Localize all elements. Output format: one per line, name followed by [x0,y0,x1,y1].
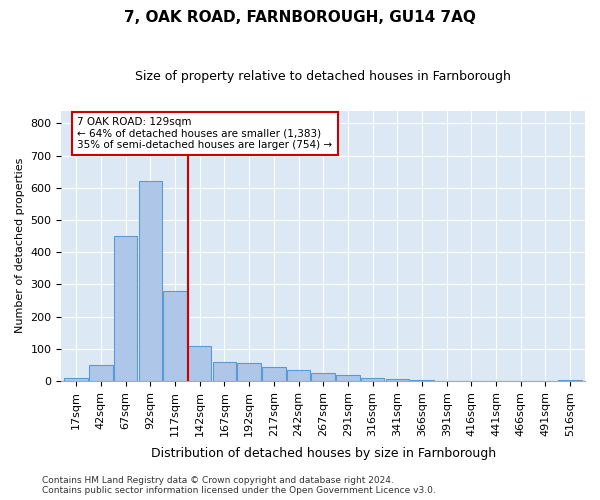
Bar [114,236,137,381]
Title: Size of property relative to detached houses in Farnborough: Size of property relative to detached ho… [135,70,511,83]
Bar [139,182,162,381]
Bar [361,378,385,381]
Bar [386,380,409,381]
Text: 7, OAK ROAD, FARNBOROUGH, GU14 7AQ: 7, OAK ROAD, FARNBOROUGH, GU14 7AQ [124,10,476,25]
Y-axis label: Number of detached properties: Number of detached properties [15,158,25,334]
Bar [410,380,434,381]
Text: 7 OAK ROAD: 129sqm
← 64% of detached houses are smaller (1,383)
35% of semi-deta: 7 OAK ROAD: 129sqm ← 64% of detached hou… [77,117,332,150]
Bar [212,362,236,381]
Bar [163,291,187,381]
Bar [188,346,211,381]
Bar [311,373,335,381]
Text: Contains HM Land Registry data © Crown copyright and database right 2024.
Contai: Contains HM Land Registry data © Crown c… [42,476,436,495]
Bar [287,370,310,381]
X-axis label: Distribution of detached houses by size in Farnborough: Distribution of detached houses by size … [151,447,496,460]
Bar [89,365,113,381]
Bar [336,375,359,381]
Bar [262,366,286,381]
Bar [64,378,88,381]
Bar [559,380,582,381]
Bar [238,364,261,381]
